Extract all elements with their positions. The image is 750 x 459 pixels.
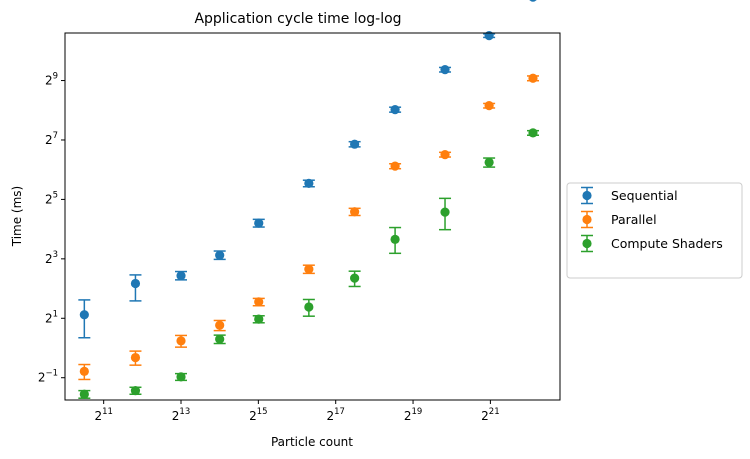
data-point	[215, 250, 225, 260]
y-tick-label: 27	[45, 131, 58, 147]
data-point	[304, 302, 314, 312]
data-point	[390, 104, 400, 115]
legend-entry: Parallel	[581, 210, 657, 229]
data-point	[79, 366, 89, 376]
y-tick-label: 2−1	[38, 369, 58, 385]
y-tick-label: 21	[45, 309, 58, 325]
x-tick-label: 219	[404, 407, 422, 423]
legend-box	[566, 182, 743, 279]
data-point	[254, 314, 264, 324]
data-point	[484, 31, 494, 41]
data-point	[176, 336, 186, 346]
y-tick-label: 25	[45, 190, 58, 206]
series-compute-shaders	[78, 128, 539, 399]
data-point	[484, 157, 494, 167]
y-tick-label: 29	[45, 72, 58, 88]
series-parallel	[78, 73, 539, 381]
y-axis-label: Time (ms)	[10, 186, 24, 248]
legend-label: Sequential	[611, 188, 678, 203]
legend-marker	[582, 190, 592, 201]
data-point	[350, 139, 360, 149]
y-axis: 29 27 25 23 21 2−1	[38, 72, 65, 385]
data-point	[350, 273, 360, 283]
data-point	[440, 65, 450, 75]
series-sequential	[78, 0, 537, 339]
data-point	[390, 234, 400, 244]
data-point	[304, 264, 314, 274]
chart-title: Application cycle time log-log	[194, 11, 401, 27]
x-axis: 211 213 215 217 219 221	[94, 400, 500, 423]
x-tick-label: 211	[94, 407, 112, 423]
data-point	[350, 207, 360, 217]
legend-label: Parallel	[611, 212, 657, 227]
data-point	[484, 101, 494, 111]
legend-marker	[582, 214, 592, 225]
plot-frame	[64, 32, 561, 401]
data-point	[390, 161, 400, 171]
y-tick-label: 23	[45, 250, 58, 266]
data-point	[176, 372, 186, 382]
data-point	[215, 320, 225, 330]
data-point	[529, 0, 537, 2]
data-point	[528, 128, 538, 138]
legend-entry: Sequential	[581, 186, 678, 205]
data-point	[79, 310, 89, 320]
plot-area	[78, 0, 539, 399]
legend-entry: Compute Shaders	[581, 234, 723, 253]
data-point	[130, 278, 141, 289]
data-point	[215, 334, 225, 344]
data-point	[440, 207, 450, 217]
data-point	[176, 271, 186, 281]
x-tick-label: 217	[326, 407, 344, 423]
data-point	[528, 73, 538, 83]
x-tick-label: 215	[249, 407, 267, 423]
data-point	[304, 178, 314, 188]
data-point	[130, 386, 141, 396]
data-point	[440, 150, 450, 160]
legend: Sequential Parallel Compute Shaders	[566, 182, 743, 279]
data-point	[130, 352, 141, 363]
data-point	[79, 389, 89, 399]
x-axis-label: Particle count	[271, 435, 353, 449]
legend-label: Compute Shaders	[611, 236, 723, 251]
x-tick-label: 221	[481, 407, 499, 423]
x-tick-label: 213	[172, 407, 190, 423]
data-point	[254, 218, 264, 228]
legend-marker	[582, 238, 592, 249]
data-point	[254, 297, 264, 307]
